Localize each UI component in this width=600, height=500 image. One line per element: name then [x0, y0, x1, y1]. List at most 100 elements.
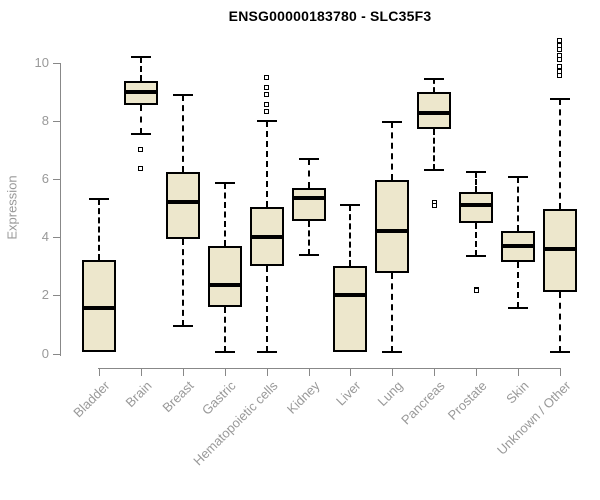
outlier-point: [473, 288, 479, 294]
whisker-cap: [340, 204, 361, 207]
box: [459, 191, 494, 223]
whisker: [433, 78, 436, 92]
median-line: [333, 293, 368, 298]
whisker: [223, 183, 226, 246]
whisker: [265, 266, 268, 353]
x-axis: [98, 368, 561, 369]
outlier-point: [557, 38, 563, 44]
whisker-cap: [214, 182, 235, 185]
outlier-point: [557, 46, 563, 52]
outlier-point: [264, 84, 270, 90]
median-line: [249, 235, 284, 240]
x-tick: [518, 368, 519, 376]
median-line: [291, 195, 326, 200]
y-tick-label: 2: [41, 287, 49, 303]
y-tick: [53, 120, 61, 122]
outlier-point: [557, 42, 563, 48]
whisker-cap: [508, 176, 528, 179]
y-tick: [53, 62, 61, 64]
outlier-point: [557, 52, 563, 58]
outlier-point: [138, 166, 144, 172]
whisker: [139, 56, 142, 82]
median-line: [459, 203, 494, 208]
box: [375, 180, 410, 274]
y-axis: [60, 62, 61, 356]
median-line: [417, 111, 452, 116]
median-line: [501, 243, 535, 248]
box: [207, 245, 242, 307]
median-line: [375, 229, 410, 234]
whisker-cap: [298, 157, 319, 160]
outlier-point: [557, 73, 563, 79]
x-tick: [392, 368, 394, 376]
x-tick: [224, 368, 226, 376]
y-tick-label: 8: [41, 112, 49, 128]
y-tick-label: 10: [34, 54, 49, 70]
whisker: [391, 273, 394, 353]
whisker-cap: [172, 324, 193, 327]
median-line: [165, 200, 200, 205]
outlier-point: [264, 102, 270, 108]
x-tick: [434, 368, 436, 376]
y-tick: [53, 178, 61, 180]
y-tick-label: 0: [41, 345, 49, 361]
x-tick: [308, 368, 310, 376]
median-line: [207, 283, 242, 288]
box: [417, 91, 452, 130]
box: [165, 171, 200, 239]
y-tick-label: 6: [41, 170, 49, 186]
whisker: [139, 104, 142, 134]
chart-title: ENSG00000183780 - SLC35F3: [228, 8, 432, 24]
box: [542, 209, 577, 293]
whisker: [558, 98, 561, 210]
whisker-cap: [130, 55, 151, 58]
whisker-cap: [549, 351, 570, 354]
whisker: [433, 129, 436, 171]
median-line: [82, 306, 116, 311]
x-tick: [266, 368, 268, 376]
median-line: [123, 89, 158, 94]
x-tick: [350, 368, 352, 376]
whisker: [181, 238, 184, 326]
x-tick: [140, 368, 142, 376]
x-tick: [476, 368, 478, 376]
outlier-point: [557, 68, 563, 74]
box: [291, 187, 326, 222]
whisker: [349, 205, 352, 267]
whisker-cap: [382, 121, 403, 124]
whisker-cap: [89, 198, 109, 201]
whisker: [265, 120, 268, 207]
median-line: [542, 246, 577, 251]
x-tick: [99, 368, 100, 376]
whisker: [558, 292, 561, 353]
whisker-cap: [382, 351, 403, 354]
whisker: [307, 221, 310, 255]
box: [82, 260, 116, 353]
whisker: [223, 306, 226, 353]
whisker-cap: [508, 307, 528, 310]
whisker-cap: [424, 77, 445, 80]
outlier-point: [557, 64, 563, 70]
whisker-cap: [172, 93, 193, 96]
whisker-cap: [214, 351, 235, 354]
whisker-cap: [466, 170, 487, 173]
whisker: [391, 122, 394, 181]
y-axis-label: Expression: [4, 175, 20, 240]
outlier-point: [138, 147, 144, 153]
whisker: [307, 158, 310, 188]
y-tick: [53, 295, 61, 297]
whisker-cap: [466, 255, 487, 257]
whisker: [475, 222, 478, 256]
y-tick-label: 4: [41, 229, 49, 245]
whisker: [517, 177, 519, 232]
whisker: [475, 171, 478, 192]
whisker-cap: [256, 119, 277, 122]
whisker-cap: [256, 351, 277, 354]
outlier-point: [557, 57, 563, 63]
outlier-point: [264, 109, 270, 115]
x-tick: [559, 368, 561, 376]
y-tick: [53, 237, 61, 239]
box: [333, 266, 368, 353]
whisker-cap: [424, 169, 445, 172]
